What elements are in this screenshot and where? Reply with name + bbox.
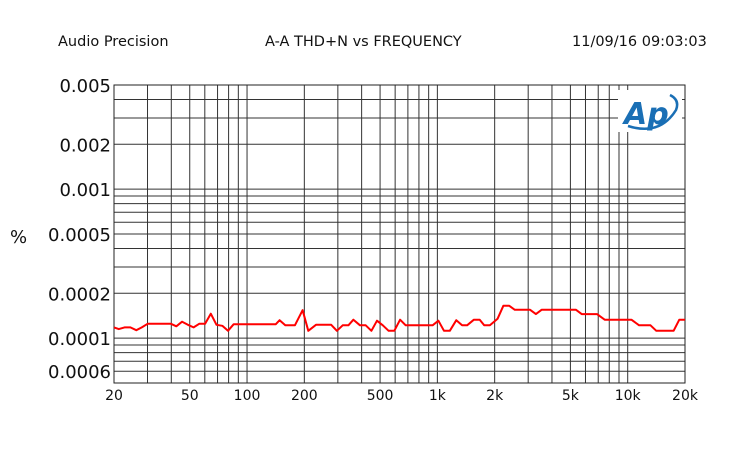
x-tick-label: 200 [291,388,318,404]
y-tick-label: 0.001 [59,180,111,201]
logo-text: Ap [622,97,669,132]
y-axis-label: % [10,227,27,248]
x-tick-label: 10k [615,388,642,404]
header-timestamp: 11/09/16 09:03:03 [572,34,707,50]
x-tick-label: 20 [105,388,123,404]
grid [113,84,686,384]
y-tick-label: 0.002 [59,135,111,156]
y-tick-labels: 0.005 0.002 0.001 0.0005 0.0002 0.0001 0.0006 [48,76,111,383]
y-tick-label: 0.0002 [48,284,111,305]
y-tick-label: 0.005 [59,76,111,97]
y-tick-label: 0.0006 [48,362,111,383]
x-tick-label: 100 [234,388,261,404]
ap-logo: Ap [618,90,682,132]
header-left: Audio Precision [58,34,169,50]
chart-title: A-A THD+N vs FREQUENCY [265,34,462,50]
plot-frame [113,84,686,384]
y-tick-label: 0.0005 [48,225,111,246]
x-tick-label: 20k [672,388,699,404]
x-tick-label: 500 [367,388,394,404]
x-tick-label: 1k [429,388,447,404]
y-tick-label: 0.0001 [48,329,111,350]
x-tick-labels: 20 50 100 200 500 1k 2k 5k 10k 20k [105,388,699,404]
x-tick-label: 5k [562,388,580,404]
series-line-thd-n [113,304,685,332]
x-tick-label: 2k [486,388,504,404]
x-tick-label: 50 [181,388,199,404]
